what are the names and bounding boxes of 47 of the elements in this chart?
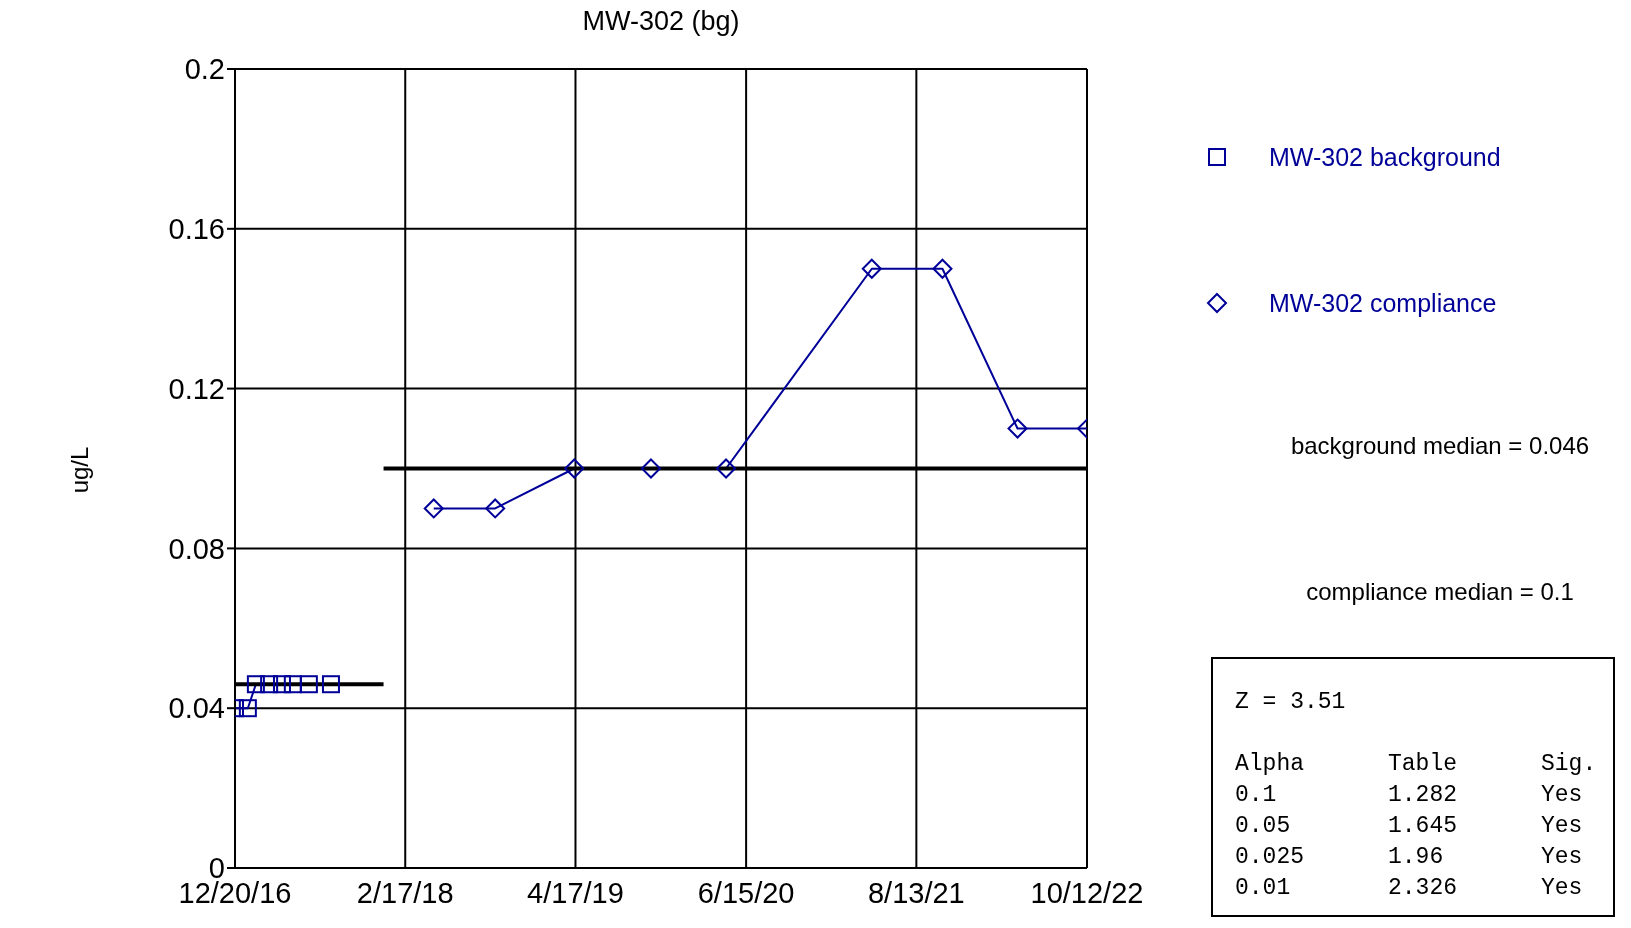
y-tick-label: 0.08: [168, 532, 225, 565]
chart-title: MW-302 (bg): [581, 6, 741, 37]
y-axis-title: ug/L: [66, 446, 94, 494]
text: 1.645: [1388, 813, 1458, 839]
text: Sig.: [1541, 751, 1597, 777]
point: [716, 458, 737, 479]
point: [260, 675, 279, 694]
point: [272, 675, 291, 694]
point: [423, 498, 444, 519]
point: [640, 458, 661, 479]
y-tick-label: 0.12: [168, 372, 225, 405]
text: background median = 0.046: [1289, 432, 1591, 460]
legend-label: MW-302 background: [1269, 142, 1501, 172]
point: [299, 675, 318, 694]
text: 0.1: [1235, 782, 1277, 808]
x-tick-label: 10/12/22: [1030, 876, 1144, 909]
point: [321, 675, 340, 694]
x-tick-label: 4/17/19: [527, 876, 624, 909]
point: [861, 258, 882, 279]
text: 1.282: [1388, 782, 1458, 808]
y-tick-label: 0.2: [184, 53, 225, 86]
text: 0.05: [1235, 813, 1291, 839]
point: [564, 458, 585, 479]
text: Z = 3.51: [1235, 689, 1346, 715]
text: compliance median = 0.1: [1305, 578, 1575, 606]
x-tick-label: 8/13/21: [867, 876, 965, 909]
text: 0.025: [1235, 844, 1305, 870]
text: 1.96: [1388, 844, 1444, 870]
text: Alpha: [1235, 751, 1305, 777]
point: [1007, 418, 1028, 439]
text: Yes: [1541, 813, 1583, 839]
x-tick-label: 6/15/20: [697, 876, 795, 909]
text: 0.01: [1235, 875, 1291, 901]
text: Yes: [1541, 782, 1583, 808]
legend-label: MW-302 compliance: [1269, 288, 1497, 318]
point: [238, 699, 257, 718]
x-tick-label: 2/17/18: [356, 876, 454, 909]
point: [932, 258, 953, 279]
text: Yes: [1541, 875, 1583, 901]
point: [246, 675, 265, 694]
text: Table: [1388, 751, 1458, 777]
y-tick-label: 0.04: [168, 692, 225, 725]
text: Yes: [1541, 844, 1583, 870]
y-tick-label: 0.16: [168, 213, 225, 246]
point: [283, 675, 302, 694]
point: [485, 498, 506, 519]
text: 2.326: [1388, 875, 1458, 901]
